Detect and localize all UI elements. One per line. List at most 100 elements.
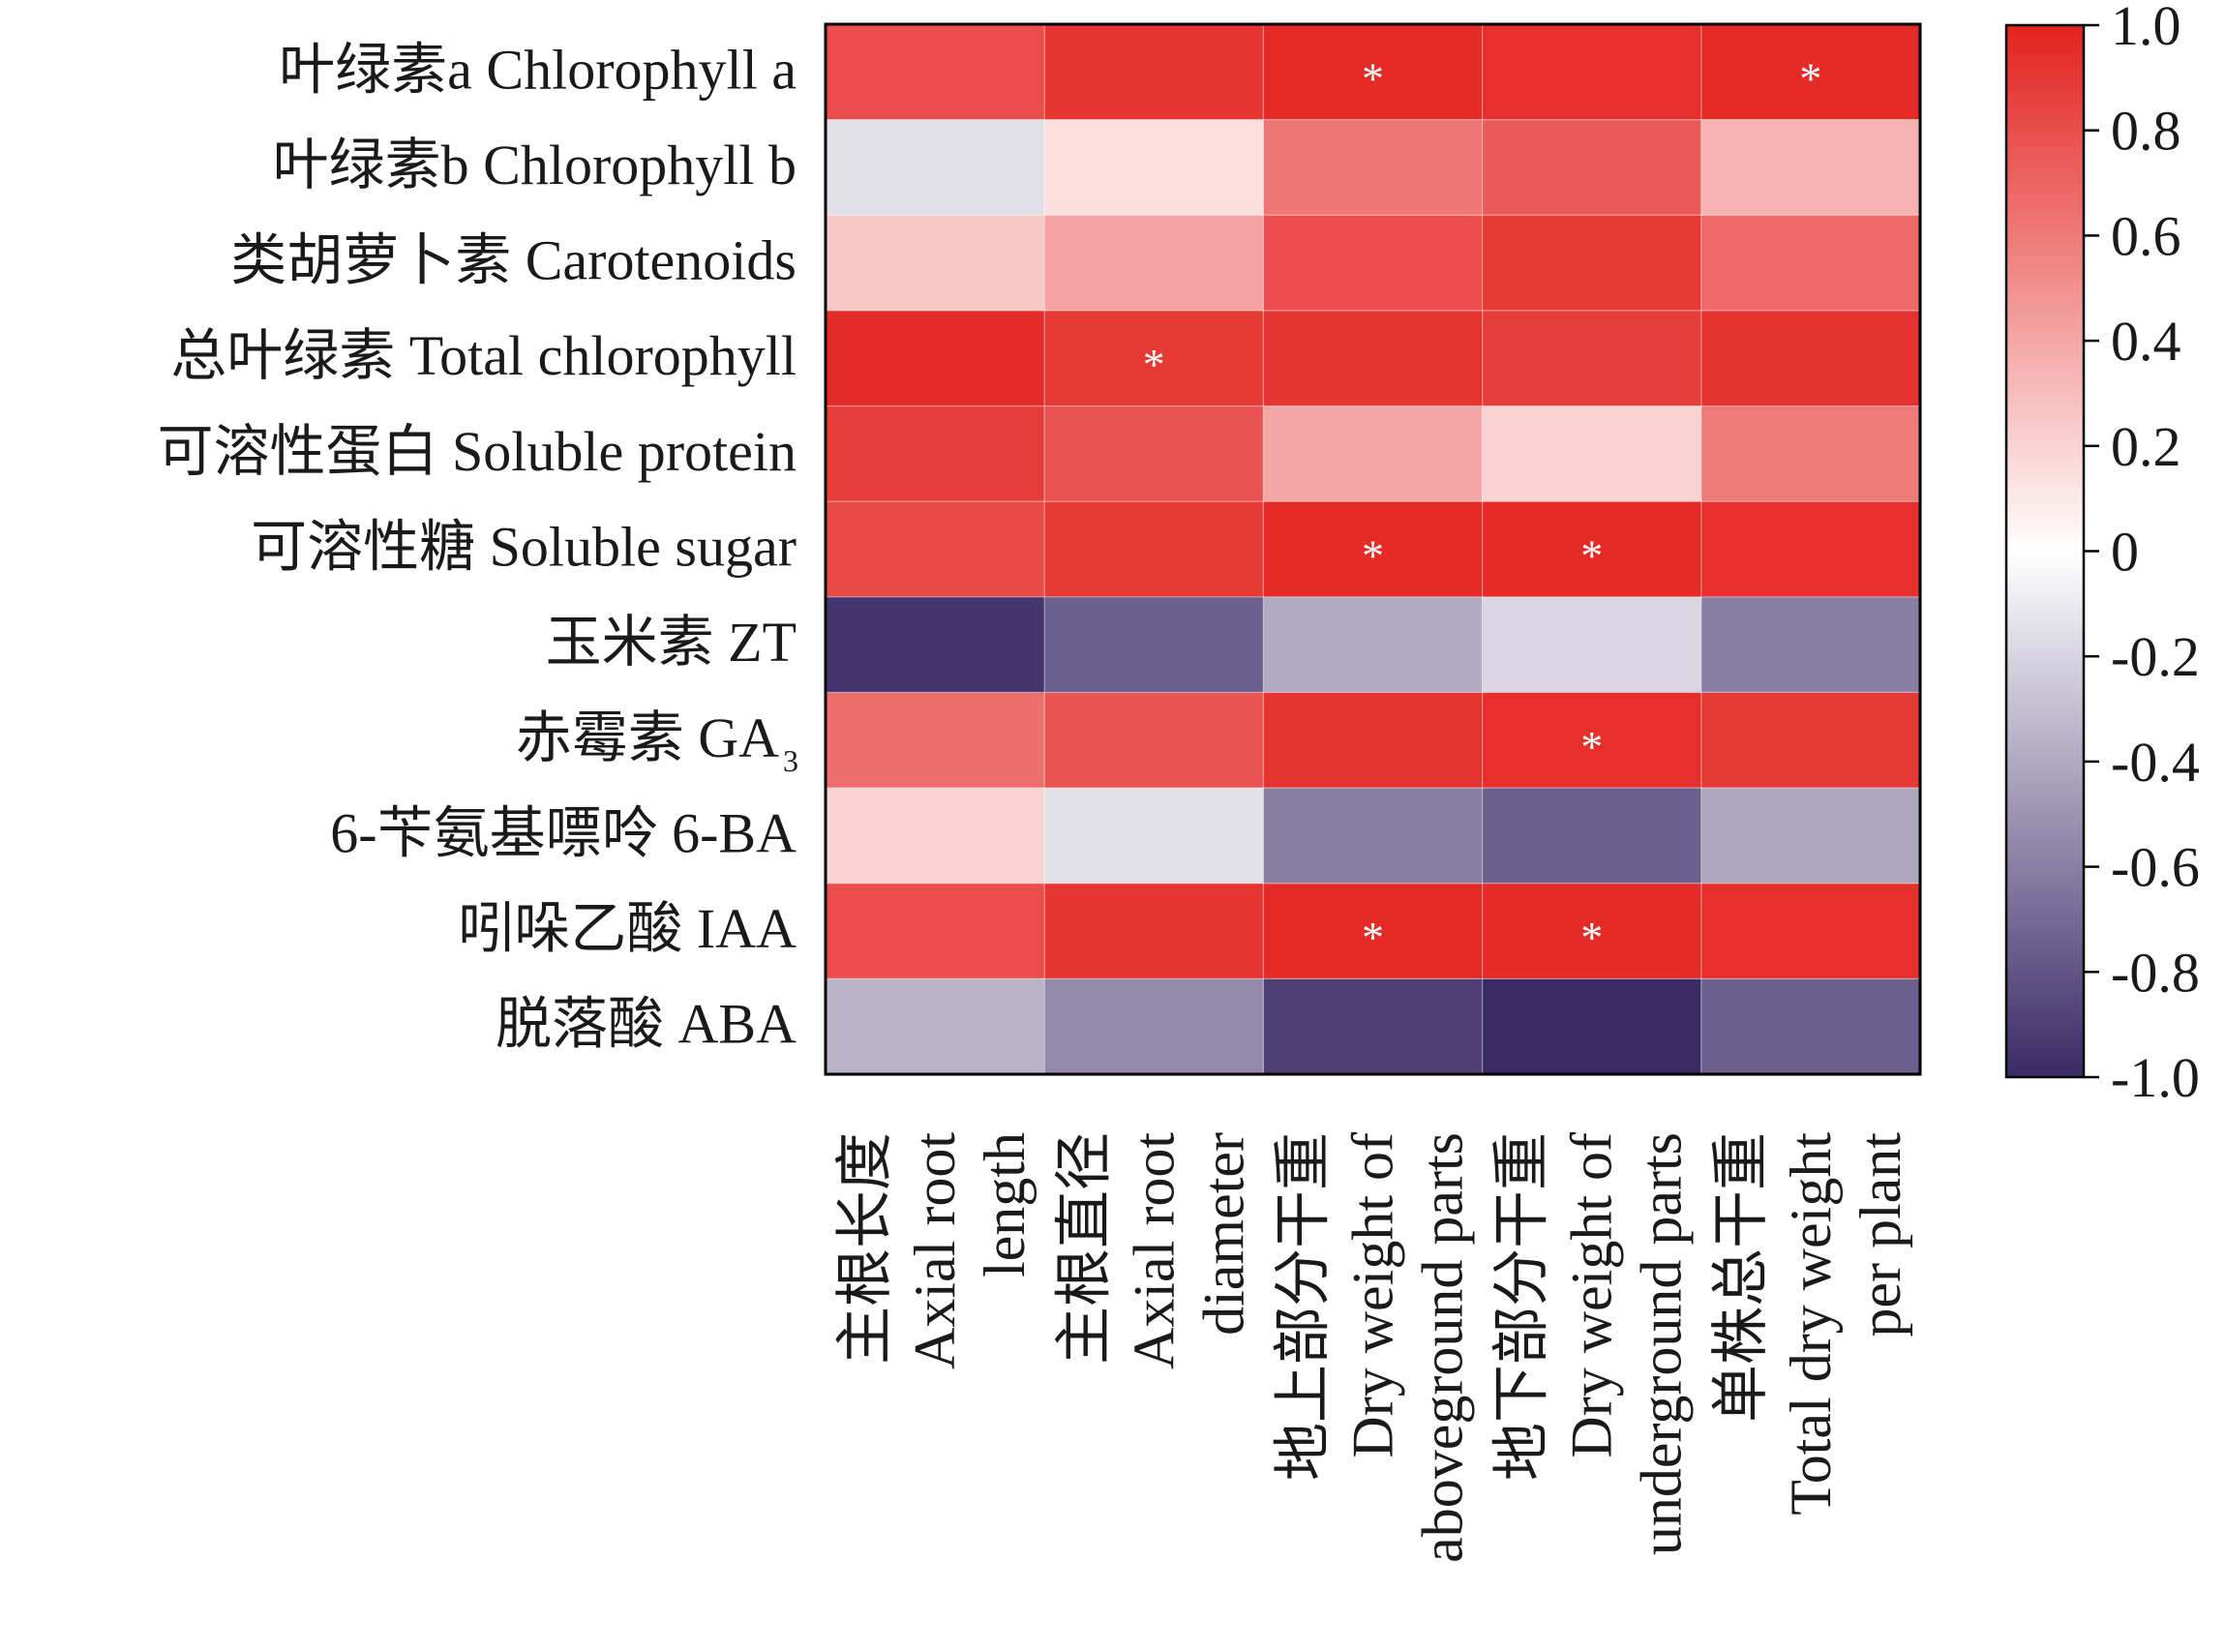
row-label: 类胡萝卜素 Carotenoids [230, 229, 797, 292]
heatmap-frame [824, 22, 1922, 1076]
heatmap-cell [1700, 596, 1921, 693]
significance-star: * [1362, 53, 1384, 103]
significance-markers: * * * * * * * * [1143, 53, 1822, 962]
column-label: Dry weight of [1560, 1132, 1624, 1458]
column-label: per plant [1849, 1132, 1912, 1337]
heatmap-cell [1263, 501, 1484, 598]
heatmap-cell [826, 692, 1045, 789]
row-label: 玉米素 ZT [546, 611, 797, 674]
heatmap-cell [1044, 692, 1264, 789]
heatmap-cell [1044, 215, 1264, 312]
heatmap-cell [1700, 24, 1921, 121]
heatmap-cell [1482, 883, 1702, 979]
row-label: 可溶性蛋白 Soluble protein [157, 420, 797, 483]
heatmap-cell [826, 883, 1045, 979]
column-label: Axial root [903, 1132, 967, 1369]
heatmap-cell [1482, 215, 1702, 312]
heatmap-cell [1482, 978, 1702, 1075]
heatmap-cell [826, 119, 1045, 216]
heatmap-cell [1044, 310, 1264, 407]
column-label: Dry weight of [1341, 1132, 1405, 1458]
colorbar-tick-label: -0.8 [2111, 941, 2200, 1004]
heatmap-cell [1263, 883, 1484, 979]
row-label: 叶绿素a Chlorophyll a [279, 38, 797, 101]
heatmap-cell [826, 596, 1045, 693]
heatmap-cell [1263, 596, 1484, 693]
heatmap-cell [1263, 788, 1484, 885]
row-label: 6-苄氨基嘌呤 6-BA [330, 801, 797, 864]
heatmap-cell [1263, 405, 1484, 502]
heatmap-cell [1263, 978, 1484, 1075]
heatmap-cell [826, 978, 1045, 1075]
column-label: diameter [1191, 1132, 1255, 1336]
column-label: 主根直径 [1052, 1132, 1116, 1365]
heatmap-cell [1482, 596, 1702, 693]
column-label: 主根长度 [833, 1132, 897, 1365]
significance-star: * [1799, 53, 1821, 103]
heatmap-cell [1482, 501, 1702, 598]
colorbar-tick-label: 0.6 [2111, 204, 2181, 267]
column-label: Total dry weight [1779, 1132, 1843, 1516]
colorbar-tick-label: -0.6 [2111, 836, 2200, 899]
heatmap-cell [826, 215, 1045, 312]
heatmap-cell [826, 24, 1045, 121]
heatmap-cell [1482, 788, 1702, 885]
heatmap-cell [826, 788, 1045, 885]
row-label: 叶绿素b Chlorophyll b [273, 134, 797, 196]
column-label: 地上部分干重 [1272, 1132, 1336, 1481]
heatmap-cell [1263, 24, 1484, 121]
colorbar [2004, 23, 2086, 1079]
heatmap-cell [1482, 692, 1702, 789]
row-label: 脱落酸 ABA [496, 993, 797, 1056]
heatmap-cell [1044, 501, 1264, 598]
column-label: 单株总干重 [1709, 1132, 1773, 1423]
column-label: Axial root [1122, 1132, 1186, 1369]
heatmap-cell [1700, 883, 1921, 979]
heatmap-cell [1044, 978, 1264, 1075]
heatmap-cell [1044, 596, 1264, 693]
heatmap-cell [1700, 310, 1921, 407]
significance-star: * [1143, 340, 1165, 389]
column-label: 地下部分干重 [1490, 1132, 1554, 1481]
row-label-subscript: 3 [783, 743, 798, 778]
row-labels: 叶绿素a Chlorophyll a 叶绿素b Chlorophyll b 类胡萝卜… [157, 38, 798, 1055]
significance-star: * [1362, 531, 1384, 581]
heatmap-cell [1044, 119, 1264, 216]
heatmap-cell [1263, 310, 1484, 407]
colorbar-tick-label: -0.4 [2111, 731, 2200, 794]
colorbar-tick-label: -1.0 [2111, 1046, 2200, 1109]
row-label: 赤霉素 GA [516, 706, 779, 769]
heatmap-cells [826, 24, 1921, 1075]
heatmap-cell [1700, 978, 1921, 1075]
significance-star: * [1580, 531, 1603, 581]
heatmap-cell [1263, 215, 1484, 312]
heatmap-cell [1044, 788, 1264, 885]
row-label: 可溶性糖 Soluble sugar [251, 516, 797, 579]
heatmap-cell [1700, 788, 1921, 885]
significance-star: * [1580, 913, 1603, 962]
heatmap-cell [1044, 405, 1264, 502]
heatmap-cell [1263, 119, 1484, 216]
heatmap-cell [1700, 405, 1921, 502]
column-labels: 主根长度 Axial root length 主根直径 Axial root diamet… [833, 1132, 1912, 1563]
heatmap-cell [826, 405, 1045, 502]
column-label: aboveground parts [1411, 1132, 1475, 1563]
heatmap-cell [1044, 883, 1264, 979]
colorbar-tick-label: 0.8 [2111, 100, 2181, 163]
heatmap-cell [1263, 692, 1484, 789]
heatmap-cell [1700, 215, 1921, 312]
heatmap-cell [1482, 310, 1702, 407]
colorbar-tick-label: 0.2 [2111, 415, 2181, 478]
heatmap-cell [1482, 119, 1702, 216]
column-label: length [973, 1132, 1037, 1277]
significance-star: * [1362, 913, 1384, 962]
heatmap-gridlines [826, 24, 1920, 1074]
colorbar-tick-label: -0.2 [2111, 625, 2200, 688]
heatmap-cell [1482, 405, 1702, 502]
colorbar-tick-label: 1.0 [2111, 0, 2181, 57]
heatmap-cell [1700, 692, 1921, 789]
column-label: underground parts [1630, 1132, 1694, 1555]
heatmap-cell [826, 501, 1045, 598]
significance-star: * [1580, 722, 1603, 771]
colorbar-tick-label: 0.4 [2111, 310, 2181, 373]
